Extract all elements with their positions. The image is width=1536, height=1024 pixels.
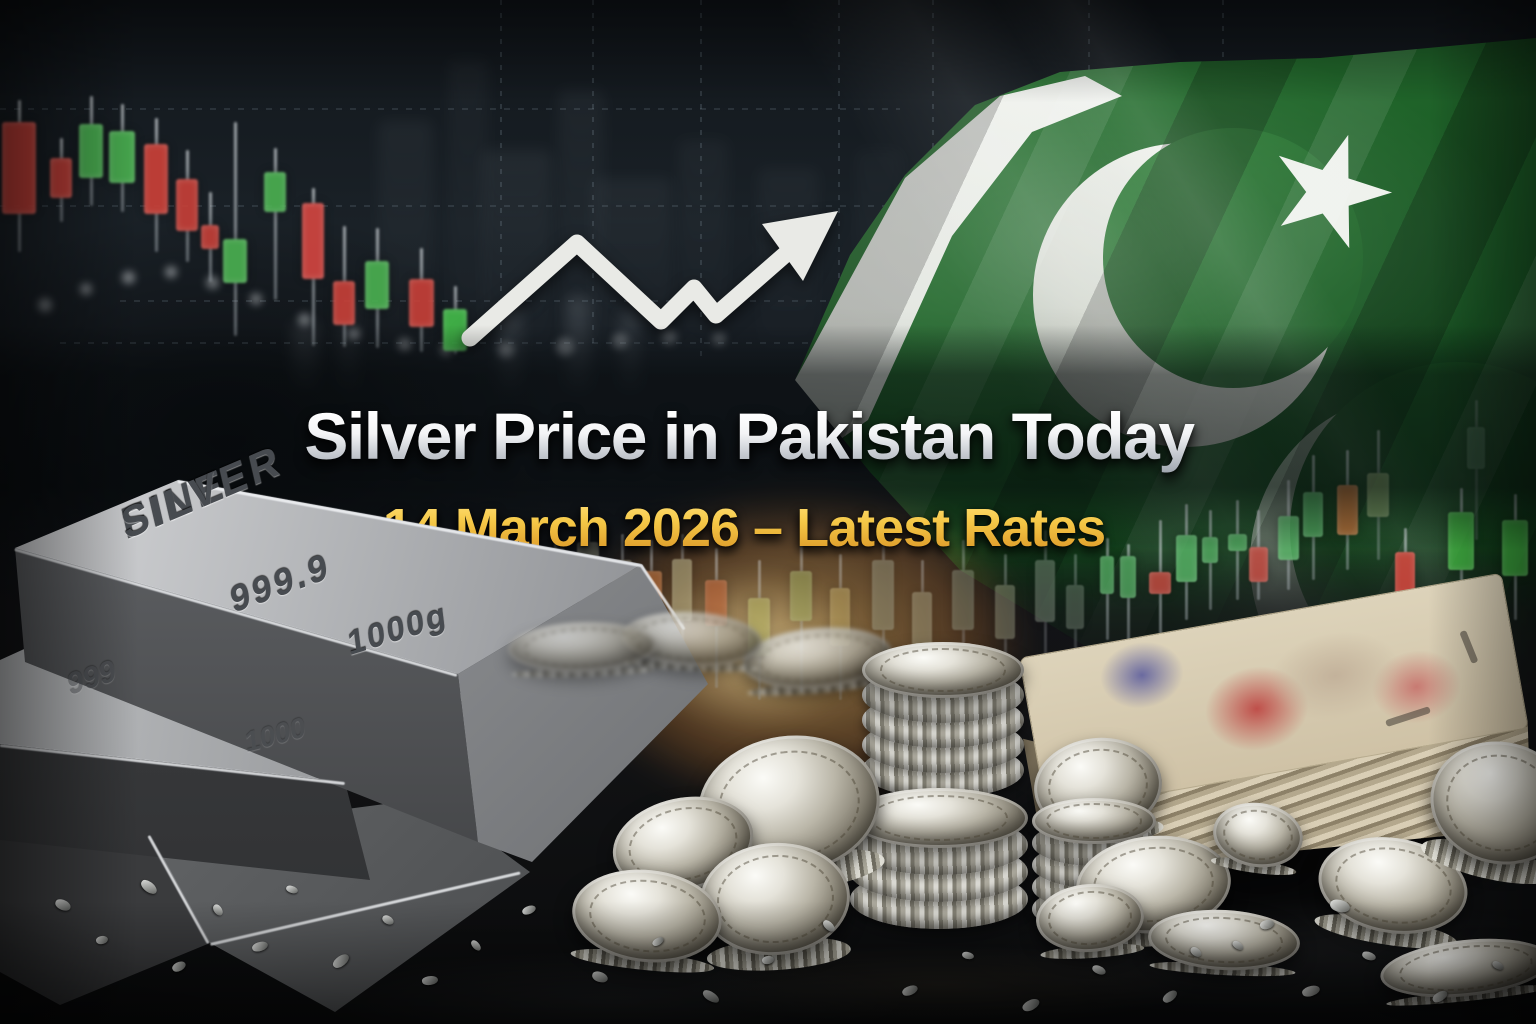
shaving — [821, 918, 837, 934]
shaving — [1491, 959, 1505, 972]
shaving — [520, 903, 538, 917]
shaving — [1020, 996, 1042, 1014]
shaving — [170, 959, 188, 974]
shaving — [761, 954, 775, 966]
shaving — [1160, 987, 1180, 1006]
shaving — [250, 939, 270, 954]
shaving — [138, 877, 160, 897]
shaving — [95, 934, 109, 946]
shaving — [1300, 983, 1322, 999]
shaving — [380, 913, 396, 927]
shaving — [1231, 939, 1245, 952]
shaving — [469, 938, 483, 953]
shaving — [211, 902, 225, 918]
shaving — [1258, 918, 1276, 931]
shaving — [1329, 898, 1351, 914]
shaving — [700, 988, 722, 1005]
shaving — [1430, 988, 1450, 1005]
shaving — [590, 970, 610, 984]
shaving — [421, 974, 439, 987]
shaving — [961, 951, 975, 960]
shaving — [1188, 945, 1204, 959]
shaving — [1091, 963, 1107, 977]
shaving — [1361, 950, 1377, 962]
shaving — [53, 897, 73, 913]
shaving — [651, 935, 665, 948]
shaving — [330, 951, 352, 971]
shaving — [900, 983, 920, 998]
shaving — [285, 884, 299, 895]
